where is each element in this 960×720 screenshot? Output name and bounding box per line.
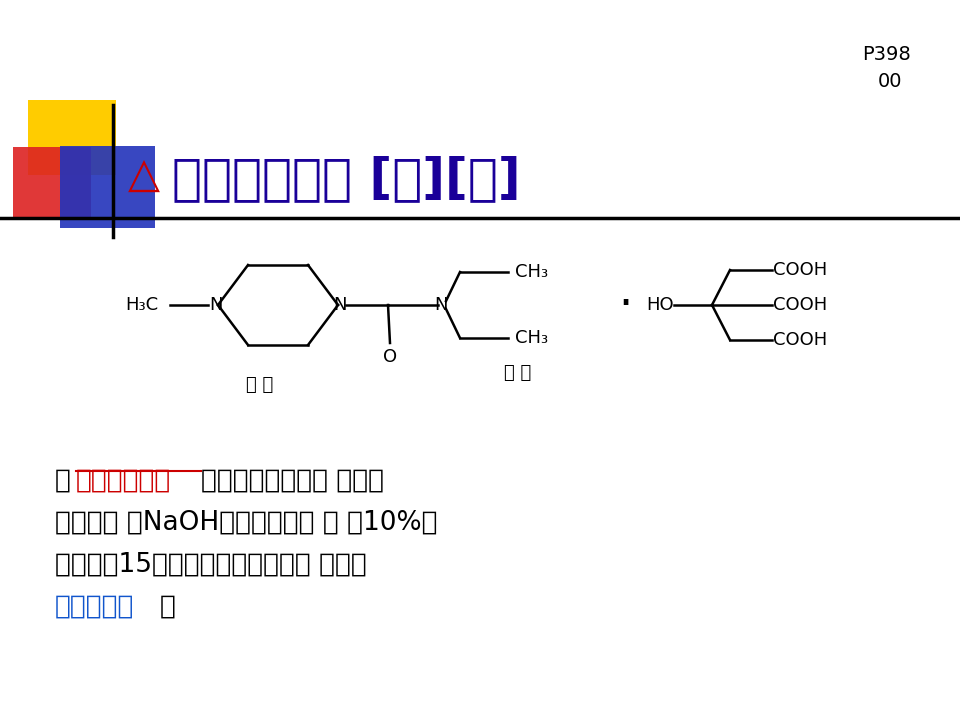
- Text: △: △: [128, 155, 160, 197]
- Text: CH₃: CH₃: [516, 329, 548, 347]
- Text: N: N: [209, 296, 223, 314]
- Text: 为: 为: [55, 468, 71, 494]
- Text: P398: P398: [862, 45, 911, 64]
- Text: 枸樼酸乙胺嘊 [典][基]: 枸樼酸乙胺嘊 [典][基]: [172, 155, 520, 203]
- Text: COOH: COOH: [773, 261, 828, 279]
- Bar: [60, 146, 155, 228]
- Bar: [28, 100, 116, 175]
- Text: COOH: COOH: [773, 331, 828, 349]
- Bar: [13, 147, 91, 220]
- Text: 钒酸镃－15％硫酸试液经加热后， 可生成: 钒酸镃－15％硫酸试液经加热后， 可生成: [55, 552, 367, 578]
- Text: ·: ·: [618, 284, 632, 326]
- Text: 00: 00: [878, 72, 902, 91]
- Text: ，也可用于哮唸， 水溶液: ，也可用于哮唸， 水溶液: [202, 468, 384, 494]
- Text: 显酸性， 加NaOH游离出乙胺嘊 ， 与10%的: 显酸性， 加NaOH游离出乙胺嘊 ， 与10%的: [55, 510, 438, 536]
- Text: 抗丝虫病药物: 抗丝虫病药物: [76, 468, 171, 494]
- Text: 乙 胺: 乙 胺: [504, 364, 532, 382]
- Text: N: N: [434, 296, 447, 314]
- Text: HO: HO: [646, 296, 674, 314]
- Text: N: N: [333, 296, 347, 314]
- Text: 。: 。: [159, 594, 176, 620]
- Text: CH₃: CH₃: [516, 263, 548, 281]
- Text: H₃C: H₃C: [126, 296, 158, 314]
- Text: COOH: COOH: [773, 296, 828, 314]
- Text: 哆 嘊: 哆 嘊: [247, 376, 274, 394]
- Text: O: O: [383, 348, 397, 366]
- Text: 暗蓝色沉淠: 暗蓝色沉淠: [55, 594, 134, 620]
